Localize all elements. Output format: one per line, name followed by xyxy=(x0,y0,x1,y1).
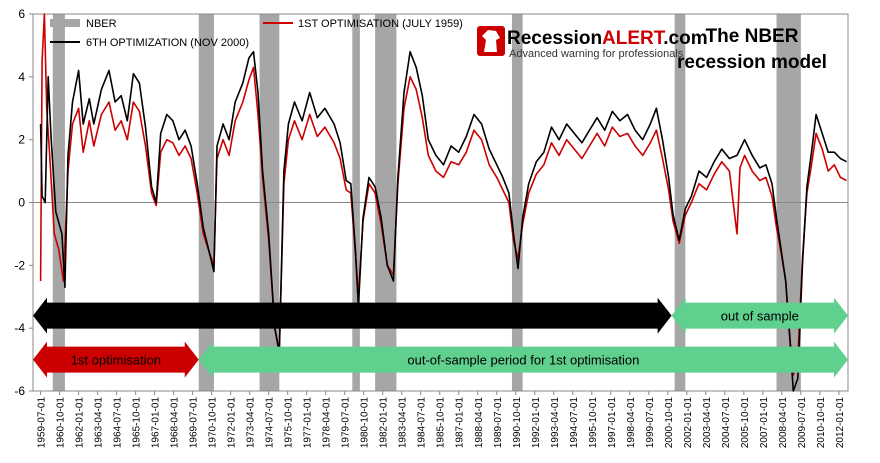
x-tick-label: 2010-10-01 xyxy=(816,397,827,449)
legend: NBER 1ST OPTIMISATION (JULY 1959) 6TH OP… xyxy=(50,18,463,49)
x-tick-label: 1970-10-01 xyxy=(208,397,219,449)
x-tick-label: 1983-04-01 xyxy=(398,397,409,449)
x-tick-label: 2009-07-01 xyxy=(797,397,808,449)
x-tick-label: 1978-04-01 xyxy=(322,397,333,449)
legend-nber-label: NBER xyxy=(86,18,117,30)
x-tick-label: 2003-04-01 xyxy=(702,397,713,449)
x-tick-label: 1974-07-01 xyxy=(265,397,276,449)
x-tick-label: 1980-10-01 xyxy=(360,397,371,449)
x-tick-label: 1998-04-01 xyxy=(626,397,637,449)
chart-title-line-2: recession model xyxy=(677,52,827,73)
series-first-optimisation xyxy=(39,13,847,377)
x-tick-label: 1988-04-01 xyxy=(474,397,485,449)
x-tick-label: 1963-04-01 xyxy=(94,397,105,449)
x-tick-label: 1993-04-01 xyxy=(550,397,561,449)
y-tick-label: 0 xyxy=(18,196,25,210)
axes xyxy=(29,13,849,395)
x-tick-label: 1972-01-01 xyxy=(227,397,238,449)
x-tick-label: 2002-01-01 xyxy=(683,397,694,449)
legend-nber-swatch xyxy=(50,19,80,27)
x-tick-label: 1973-04-01 xyxy=(246,397,257,449)
x-tick-labels: 1959-07-01 1960-10-01 1962-01-01 1963-04-01… xyxy=(37,397,846,449)
period-arrow-label: out of sample xyxy=(721,309,799,324)
x-tick-label: 1987-01-01 xyxy=(455,397,466,449)
x-tick-label: 1985-10-01 xyxy=(436,397,447,449)
period-arrow xyxy=(198,341,848,378)
x-tick-label: 2012-01-01 xyxy=(835,397,846,449)
x-tick-label: 1968-04-01 xyxy=(170,397,181,449)
x-tick-label: 1999-07-01 xyxy=(645,397,656,449)
y-tick-label: 2 xyxy=(18,133,25,147)
x-tick-label: 1979-07-01 xyxy=(341,397,352,449)
x-tick-label: 1997-01-01 xyxy=(607,397,618,449)
period-arrow-label: 6th optimisation xyxy=(307,309,398,324)
y-tick-label: -2 xyxy=(14,258,25,272)
period-arrow-label: 1st optimisation xyxy=(71,353,161,368)
legend-first-label: 1ST OPTIMISATION (JULY 1959) xyxy=(298,18,463,30)
period-arrow-label: out-of-sample period for 1st optimisatio… xyxy=(407,353,639,368)
x-tick-label: 1959-07-01 xyxy=(37,397,48,449)
x-tick-label: 1989-07-01 xyxy=(493,397,504,449)
x-tick-label: 1984-07-01 xyxy=(417,397,428,449)
x-tick-label: 1982-01-01 xyxy=(379,397,390,449)
x-tick-label: 1967-01-01 xyxy=(151,397,162,449)
x-tick-label: 2000-10-01 xyxy=(664,397,675,449)
y-tick-label: -6 xyxy=(14,384,25,398)
x-tick-label: 1990-10-01 xyxy=(512,397,523,449)
x-tick-label: 1994-07-01 xyxy=(569,397,580,449)
brand-logo: RecessionALERT.com Advanced warning for … xyxy=(477,26,708,60)
series-sixth-optimization xyxy=(39,50,847,392)
period-arrow xyxy=(33,341,199,378)
series-lines xyxy=(39,13,847,392)
chart-title-line-1: The NBER xyxy=(706,26,799,47)
x-tick-label: 1965-10-01 xyxy=(132,397,143,449)
x-tick-label: 1960-10-01 xyxy=(56,397,67,449)
logo-title: RecessionALERT.com xyxy=(507,28,708,49)
legend-sixth-label: 6TH OPTIMIZATION (NOV 2000) xyxy=(86,37,249,49)
y-tick-label: 4 xyxy=(18,70,25,84)
x-tick-label: 1962-01-01 xyxy=(75,397,86,449)
x-tick-label: 1969-07-01 xyxy=(189,397,200,449)
x-tick-label: 1992-01-01 xyxy=(531,397,542,449)
x-tick-label: 2005-10-01 xyxy=(740,397,751,449)
y-tick-label: 6 xyxy=(18,7,25,21)
x-tick-label: 1964-07-01 xyxy=(113,397,124,449)
period-arrow xyxy=(33,297,672,334)
period-arrow xyxy=(671,297,848,334)
x-tick-label: 2007-01-01 xyxy=(759,397,770,449)
y-tick-labels: 6 4 2 0 -2 -4 -6 xyxy=(14,7,25,398)
x-tick-label: 1995-10-01 xyxy=(588,397,599,449)
x-tick-label: 2008-04-01 xyxy=(778,397,789,449)
period-arrows: 6th optimisation out of sample 1st optimis… xyxy=(33,297,848,378)
logo-subtitle: Advanced warning for professionals xyxy=(509,48,684,60)
x-tick-label: 1977-01-01 xyxy=(303,397,314,449)
x-tick-label: 1975-10-01 xyxy=(284,397,295,449)
x-tick-label: 2004-07-01 xyxy=(721,397,732,449)
y-tick-label: -4 xyxy=(14,321,25,335)
